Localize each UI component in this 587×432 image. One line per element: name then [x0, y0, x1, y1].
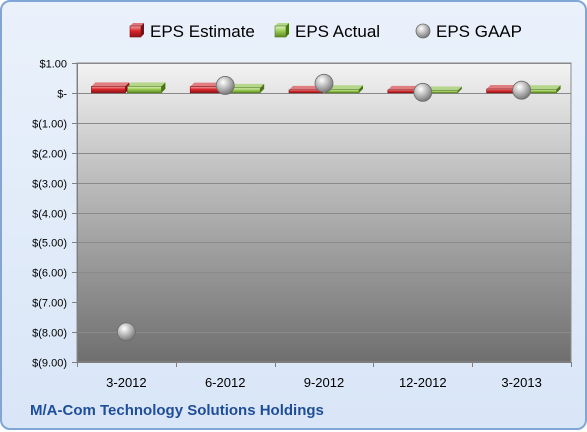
- legend-label: EPS GAAP: [436, 22, 522, 41]
- bar-top-face: [127, 82, 166, 87]
- legend-label: EPS Estimate: [150, 22, 255, 41]
- y-tick-label: $(7.00): [32, 298, 67, 310]
- x-tick-label: 3-2012: [106, 375, 146, 390]
- eps-gaap-point: [512, 80, 531, 100]
- bar-side-face: [359, 85, 363, 93]
- eps-actual-bar: [127, 82, 166, 94]
- bar-top-face: [325, 85, 363, 90]
- y-tick-label: $(9.00): [32, 358, 67, 370]
- chart-legend: EPS Estimate EPS Actual EPS GAAP: [129, 22, 522, 41]
- eps-gaap-point: [117, 322, 136, 342]
- bar-side-face: [457, 86, 462, 93]
- eps-estimate-bar: [91, 82, 130, 94]
- eps-gaap-point: [314, 73, 334, 93]
- y-tick-label: $(3.00): [32, 179, 67, 191]
- legend-marker-side: [286, 23, 289, 37]
- company-name: M/A-Com Technology Solutions Holdings: [30, 402, 324, 419]
- bar-top-face: [226, 83, 265, 88]
- plot-background: [76, 62, 572, 363]
- legend-marker-gaap: [415, 23, 431, 39]
- bar-side-face: [260, 83, 265, 93]
- bar-side-face: [161, 82, 166, 93]
- legend-marker-front: [274, 25, 287, 38]
- bar-side-face: [556, 85, 561, 93]
- bar-top-face: [423, 86, 462, 91]
- legend-label: EPS Actual: [295, 22, 380, 41]
- legend-marker-front: [129, 25, 142, 38]
- bar-front-face: [91, 86, 126, 94]
- y-tick-label: $(4.00): [32, 209, 67, 221]
- y-tick-label: $-: [57, 89, 67, 101]
- plot-area: $1.00 $- $(1.00) $(2.00) $(3.00) $(4.00) $(5.0…: [32, 59, 572, 390]
- eps-gaap-point: [215, 76, 235, 95]
- y-tick-label: $(5.00): [32, 238, 67, 250]
- x-tick-label: 3-2013: [501, 375, 541, 390]
- x-tick-label: 9-2012: [304, 375, 344, 390]
- legend-marker-actual: [274, 23, 289, 38]
- eps-actual-bar: [423, 86, 462, 94]
- legend-marker-top: [130, 23, 144, 26]
- y-tick-label: $(6.00): [32, 268, 67, 280]
- legend-marker-estimate: [129, 23, 144, 38]
- y-tick-label: $(1.00): [32, 119, 67, 131]
- x-tick-label: 6-2012: [205, 375, 245, 390]
- bar-front-face: [127, 86, 162, 94]
- eps-gaap-point: [413, 82, 433, 102]
- y-tick-label: $(8.00): [32, 328, 67, 340]
- eps-actual-bar: [225, 83, 265, 94]
- y-tick-label: $(2.00): [32, 149, 67, 161]
- x-tick-label: 12-2012: [399, 375, 447, 390]
- bar-top-face: [91, 82, 130, 87]
- bar-top-face: [522, 85, 561, 90]
- legend-marker-top: [275, 23, 289, 26]
- eps-actual-bar: [324, 85, 363, 94]
- legend-marker-side: [141, 23, 144, 37]
- y-tick-label: $1.00: [39, 59, 67, 71]
